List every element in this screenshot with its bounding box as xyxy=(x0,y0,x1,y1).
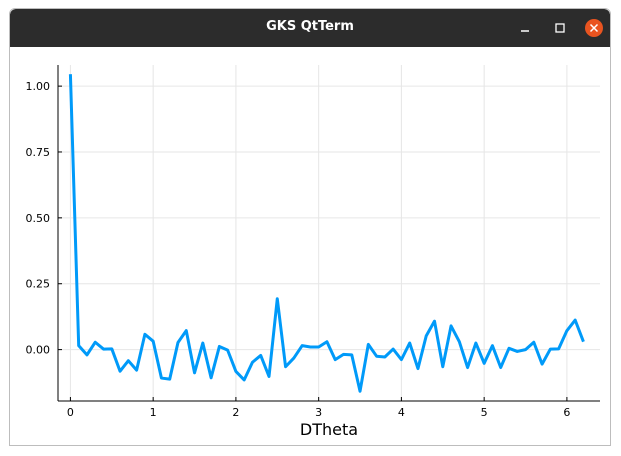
y-tick-label: 0.00 xyxy=(26,344,51,357)
series xyxy=(68,74,585,393)
x-tick-label: 0 xyxy=(67,406,74,419)
close-button[interactable] xyxy=(584,18,604,38)
y-tick-label: 0.75 xyxy=(26,146,51,159)
minimize-icon xyxy=(521,30,529,32)
ticks: 0 1 2 3 4 5 6 0.00 0.25 0.50 0.75 1.00 xyxy=(26,80,571,419)
minimize-button[interactable] xyxy=(515,18,535,38)
close-icon xyxy=(585,19,603,37)
maximize-button[interactable] xyxy=(550,18,570,38)
title-bar[interactable]: GKS QtTerm xyxy=(10,9,610,47)
x-tick-label: 5 xyxy=(481,406,488,419)
y-tick-label: 0.25 xyxy=(26,278,51,291)
maximize-icon xyxy=(555,23,565,33)
y-tick-label: 0.50 xyxy=(26,212,51,225)
x-tick-label: 3 xyxy=(315,406,322,419)
x-tick-label: 2 xyxy=(232,406,239,419)
axes xyxy=(57,65,600,402)
x-axis-label: DTheta xyxy=(300,420,358,439)
y-tick-label: 1.00 xyxy=(26,80,51,93)
plot-window: GKS QtTerm 0 1 2 3 4 5 6 0.00 0.25 0.50 0.75 1.00 xyxy=(9,8,611,446)
x-tick-label: 4 xyxy=(398,406,405,419)
x-tick-label: 6 xyxy=(563,406,570,419)
plot-area: 0 1 2 3 4 5 6 0.00 0.25 0.50 0.75 1.00 DTheta xyxy=(10,47,610,445)
series-line xyxy=(68,74,585,393)
window-title: GKS QtTerm xyxy=(266,19,354,34)
x-tick-label: 1 xyxy=(150,406,157,419)
line-chart: 0 1 2 3 4 5 6 0.00 0.25 0.50 0.75 1.00 DTheta xyxy=(26,65,600,439)
